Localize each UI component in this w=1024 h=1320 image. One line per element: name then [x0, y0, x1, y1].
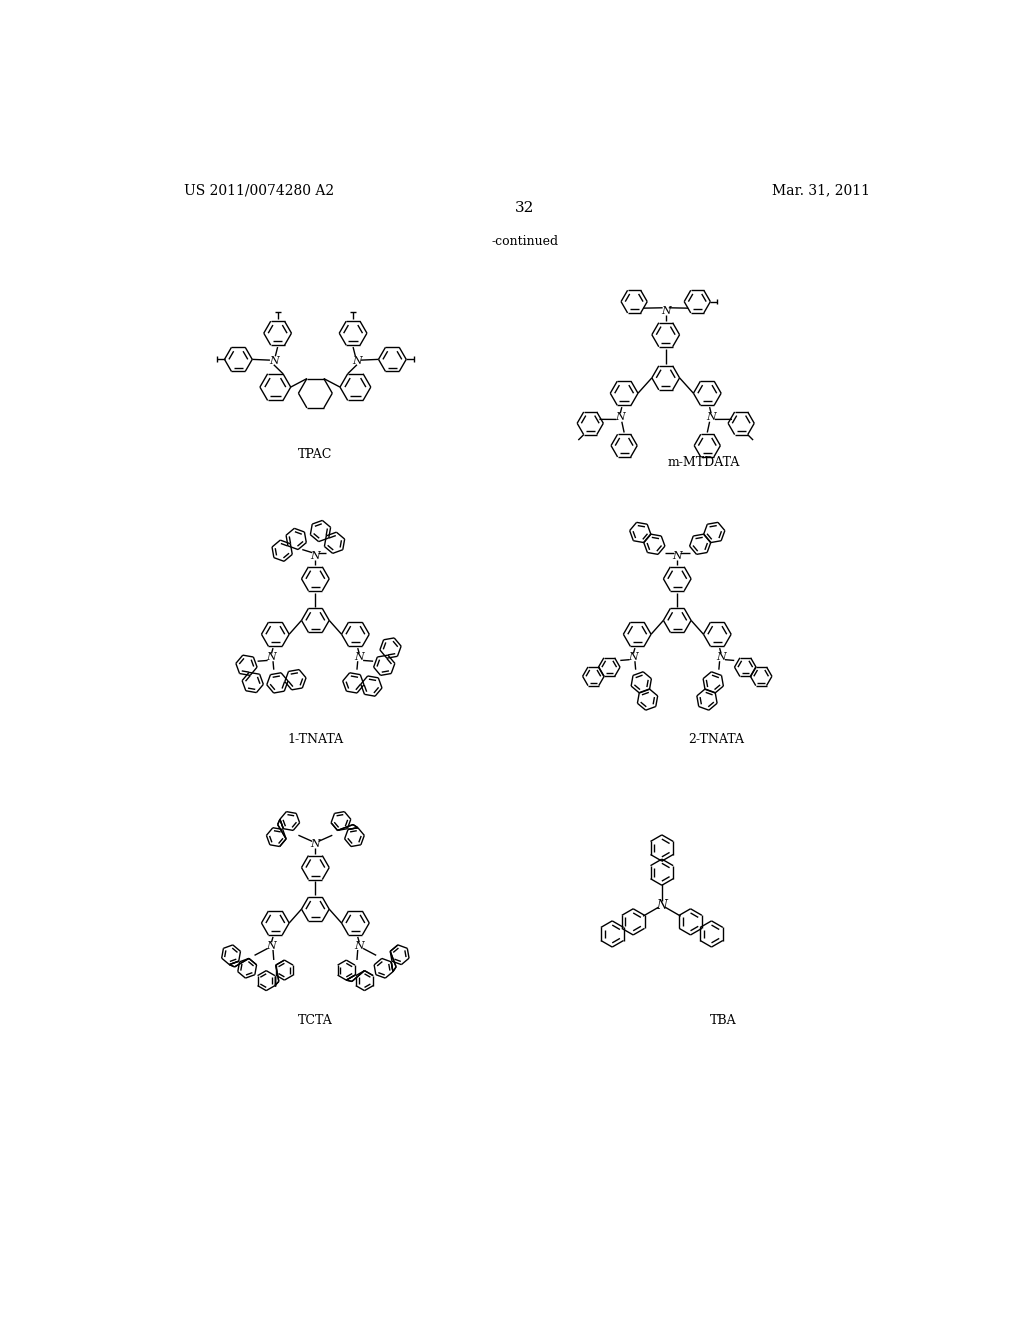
- Text: 2-TNATA: 2-TNATA: [688, 733, 743, 746]
- Text: US 2011/0074280 A2: US 2011/0074280 A2: [184, 183, 335, 198]
- Text: TBA: TBA: [711, 1014, 737, 1027]
- Text: 32: 32: [515, 202, 535, 215]
- Text: N: N: [266, 652, 276, 663]
- Text: Mar. 31, 2011: Mar. 31, 2011: [772, 183, 869, 198]
- Text: TCTA: TCTA: [298, 1014, 333, 1027]
- Text: N: N: [615, 412, 626, 422]
- Text: N: N: [269, 356, 279, 366]
- Text: N: N: [673, 550, 682, 561]
- Text: N: N: [352, 356, 361, 366]
- Text: -continued: -continued: [492, 235, 558, 248]
- Text: N: N: [629, 652, 638, 663]
- Text: N: N: [354, 941, 365, 952]
- Text: 1-TNATA: 1-TNATA: [288, 733, 343, 746]
- Text: N: N: [354, 652, 365, 663]
- Text: m-MTDATA: m-MTDATA: [668, 455, 740, 469]
- Text: N: N: [266, 941, 276, 952]
- Text: N: N: [660, 306, 671, 315]
- Text: TPAC: TPAC: [298, 449, 333, 462]
- Text: N: N: [310, 550, 321, 561]
- Text: N: N: [707, 412, 716, 422]
- Text: N: N: [716, 652, 726, 663]
- Text: N: N: [310, 840, 321, 850]
- Text: N: N: [656, 899, 668, 912]
